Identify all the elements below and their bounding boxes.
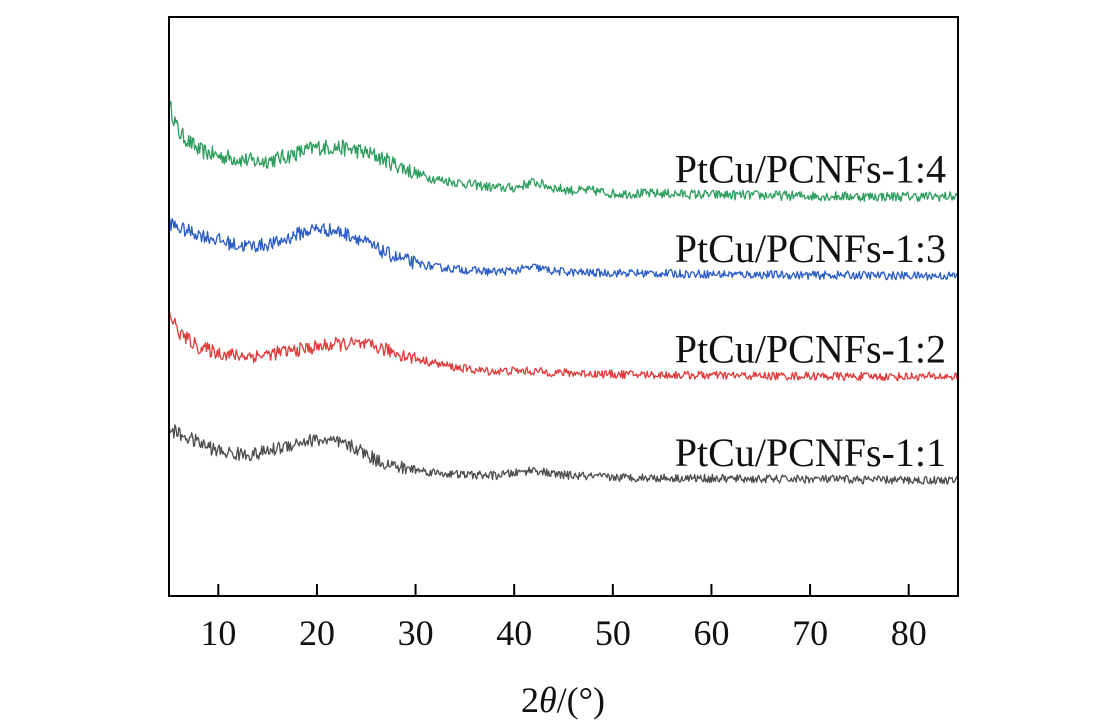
plot-frame [168, 16, 959, 597]
x-tick-label-60: 60 [693, 613, 729, 653]
x-tick-label-10: 10 [200, 613, 236, 653]
x-tick-label-70: 70 [792, 613, 828, 653]
series-label-ptcu-pcnfs-1-2: PtCu/PCNFs-1:2 [675, 327, 946, 372]
series-line-ptcu-pcnfs-1-1 [168, 424, 959, 485]
x-axis-ticks: 10 20 30 40 50 60 70 80 [200, 584, 927, 653]
x-tick-label-80: 80 [891, 613, 927, 653]
series-line-ptcu-pcnfs-1-4 [168, 100, 959, 202]
series-labels: PtCu/PCNFs-1:4 PtCu/PCNFs-1:3 PtCu/PCNFs-1… [675, 146, 946, 475]
x-tick-label-50: 50 [595, 613, 631, 653]
series-line-ptcu-pcnfs-1-3 [168, 218, 959, 281]
series-label-ptcu-pcnfs-1-4: PtCu/PCNFs-1:4 [675, 146, 946, 191]
x-tick-label-20: 20 [299, 613, 335, 653]
x-tick-label-30: 30 [398, 613, 434, 653]
series-line-ptcu-pcnfs-1-2 [168, 308, 959, 382]
series-label-ptcu-pcnfs-1-3: PtCu/PCNFs-1:3 [675, 226, 946, 271]
series-curves [168, 100, 959, 485]
series-label-ptcu-pcnfs-1-1: PtCu/PCNFs-1:1 [675, 430, 946, 475]
x-axis-title: 2θ/(°) [521, 680, 605, 720]
x-tick-label-40: 40 [496, 613, 532, 653]
